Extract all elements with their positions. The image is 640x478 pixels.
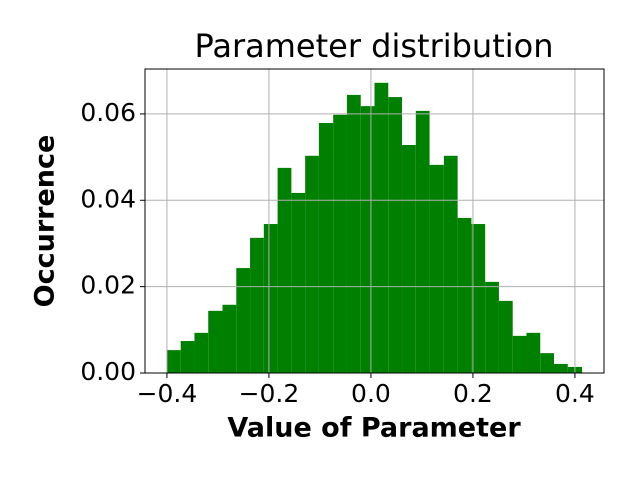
bar (263, 224, 278, 373)
bar (471, 224, 486, 373)
y-tick-label: 0.00 (80, 357, 136, 386)
bar (180, 341, 195, 373)
y-tick-label: 0.04 (80, 184, 136, 213)
x-axis-label: Value of Parameter (227, 413, 521, 444)
bar (485, 281, 499, 373)
bar (236, 268, 251, 373)
bar (429, 164, 444, 373)
y-tick-label: 0.02 (80, 271, 136, 300)
x-tick-label: 0.2 (453, 379, 493, 408)
bar (277, 167, 292, 373)
bar (554, 363, 568, 373)
bar (388, 97, 403, 374)
bar (443, 155, 458, 373)
bar (415, 110, 430, 374)
x-tick-label: 0.4 (555, 379, 595, 408)
x-tick-label: −0.2 (239, 379, 300, 408)
bar (402, 145, 416, 373)
bar (333, 114, 347, 373)
bar (457, 217, 472, 373)
bar (540, 353, 555, 373)
plot-frame (144, 68, 605, 374)
bar (498, 300, 513, 373)
bar (194, 332, 209, 373)
bar (166, 350, 181, 373)
y-axis-label: Occurrence (30, 135, 61, 308)
bar (526, 332, 541, 373)
chart-title: Parameter distribution (194, 27, 553, 65)
bar (250, 237, 264, 373)
x-tick-label: 0.0 (351, 379, 391, 408)
bar (512, 335, 527, 373)
bar (208, 310, 223, 373)
bar (305, 155, 319, 373)
bar (291, 192, 306, 373)
x-tick-label: −0.4 (137, 379, 198, 408)
y-tick-label: 0.06 (80, 98, 136, 127)
bar (374, 82, 389, 374)
bar (360, 106, 375, 374)
bar (222, 304, 237, 373)
bar (346, 94, 361, 373)
bar (318, 122, 334, 374)
